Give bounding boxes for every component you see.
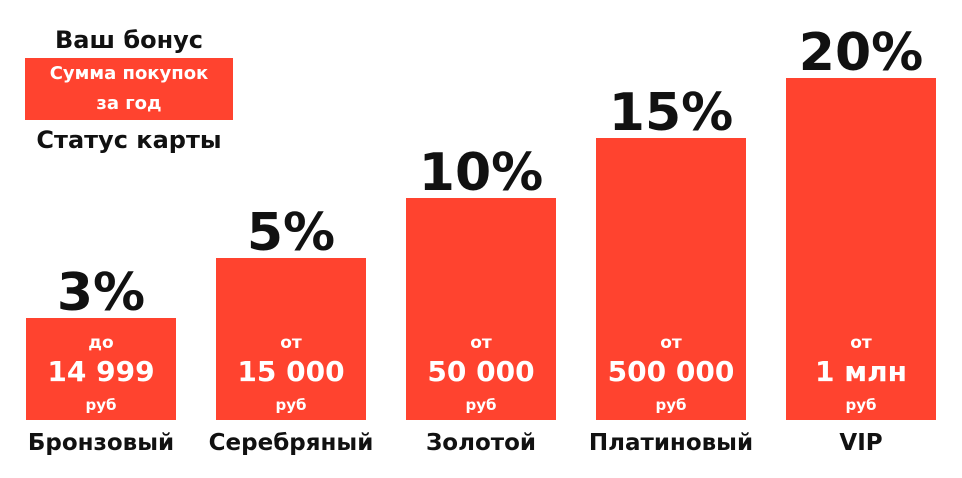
category-label-1: Бронзовый xyxy=(28,430,174,456)
legend-status-label: Статус карты xyxy=(36,126,222,154)
threshold-prefix-3: от xyxy=(470,333,492,353)
legend-sum-box: Сумма покупок за год xyxy=(25,58,233,120)
legend-sum-label-line1: Сумма покупок xyxy=(49,63,209,84)
bar-5 xyxy=(786,78,936,420)
category-label-4: Платиновый xyxy=(589,430,753,456)
threshold-prefix-4: от xyxy=(660,333,682,353)
value-label-1: 3% xyxy=(57,263,145,323)
threshold-unit-4: руб xyxy=(656,396,687,414)
bar-4 xyxy=(596,138,746,420)
bar-3 xyxy=(406,198,556,420)
threshold-prefix-1: до xyxy=(88,333,113,353)
threshold-unit-3: руб xyxy=(466,396,497,414)
bar-2 xyxy=(216,258,366,420)
threshold-unit-5: руб xyxy=(846,396,877,414)
threshold-prefix-2: от xyxy=(280,333,302,353)
value-label-2: 5% xyxy=(247,203,335,263)
threshold-unit-2: руб xyxy=(276,396,307,414)
category-label-5: VIP xyxy=(839,430,882,456)
threshold-amount-3: 50 000 xyxy=(427,355,534,388)
threshold-amount-1: 14 999 xyxy=(47,355,154,388)
legend-bonus-label: Ваш бонус xyxy=(54,26,204,54)
bar-1 xyxy=(26,318,176,420)
legend-sum-label-line2: за год xyxy=(96,93,162,114)
value-label-3: 10% xyxy=(419,143,543,203)
threshold-unit-1: руб xyxy=(86,396,117,414)
value-label-4: 15% xyxy=(609,83,733,143)
threshold-amount-4: 500 000 xyxy=(608,355,735,388)
threshold-prefix-5: от xyxy=(850,333,872,353)
value-label-5: 20% xyxy=(799,23,923,83)
threshold-amount-2: 15 000 xyxy=(237,355,344,388)
category-label-3: Золотой xyxy=(426,430,536,456)
category-label-2: Серебряный xyxy=(209,430,374,456)
threshold-amount-5: 1 млн xyxy=(815,355,907,388)
